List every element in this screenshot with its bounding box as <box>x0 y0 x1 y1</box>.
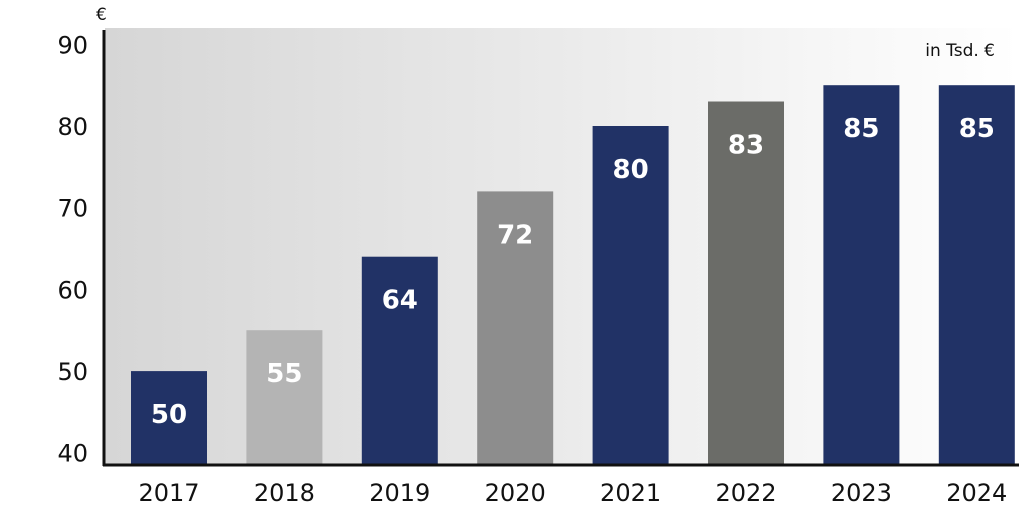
x-tick-label-2021: 2021 <box>600 479 661 507</box>
y-tick-label-80: 80 <box>57 113 88 141</box>
x-tick-label-2020: 2020 <box>485 479 546 507</box>
bar-2020 <box>477 191 554 465</box>
bar-2021 <box>592 126 669 465</box>
bar-2023 <box>823 85 900 465</box>
y-tick-label-50: 50 <box>57 358 88 386</box>
x-tick-label-2022: 2022 <box>715 479 776 507</box>
value-label-2023: 85 <box>843 114 879 144</box>
value-label-2022: 83 <box>728 131 764 161</box>
x-tick-label-2023: 2023 <box>831 479 892 507</box>
y-tick-label-40: 40 <box>57 440 88 468</box>
x-tick-label-2017: 2017 <box>138 479 199 507</box>
bar-2017 <box>131 371 207 465</box>
unit-label: in Tsd. € <box>925 41 995 61</box>
bar-2018 <box>246 330 323 465</box>
y-tick-label-70: 70 <box>57 195 88 223</box>
y-tick-label-90: 90 <box>57 31 88 59</box>
y-axis-ticks: 40 50 60 70 80 90 <box>57 31 88 467</box>
value-label-2021: 80 <box>613 155 649 185</box>
value-label-2017: 50 <box>151 400 187 430</box>
x-tick-label-2018: 2018 <box>254 479 315 507</box>
value-label-2024: 85 <box>959 114 995 144</box>
value-label-2020: 72 <box>497 220 533 250</box>
data-labels: 50 55 64 72 80 83 85 85 <box>151 114 995 430</box>
x-tick-label-2019: 2019 <box>369 479 430 507</box>
x-tick-label-2024: 2024 <box>946 479 1007 507</box>
x-axis-labels: 2017 2018 2019 2020 2021 2022 2023 2024 <box>138 479 1007 507</box>
value-label-2018: 55 <box>266 359 302 389</box>
y-tick-label-60: 60 <box>57 276 88 304</box>
currency-label: € <box>96 5 107 25</box>
bars <box>131 85 1015 465</box>
value-label-2019: 64 <box>382 286 418 316</box>
bar-2019 <box>361 256 438 465</box>
bar-2024 <box>938 85 1015 465</box>
bar-2022 <box>708 101 784 465</box>
